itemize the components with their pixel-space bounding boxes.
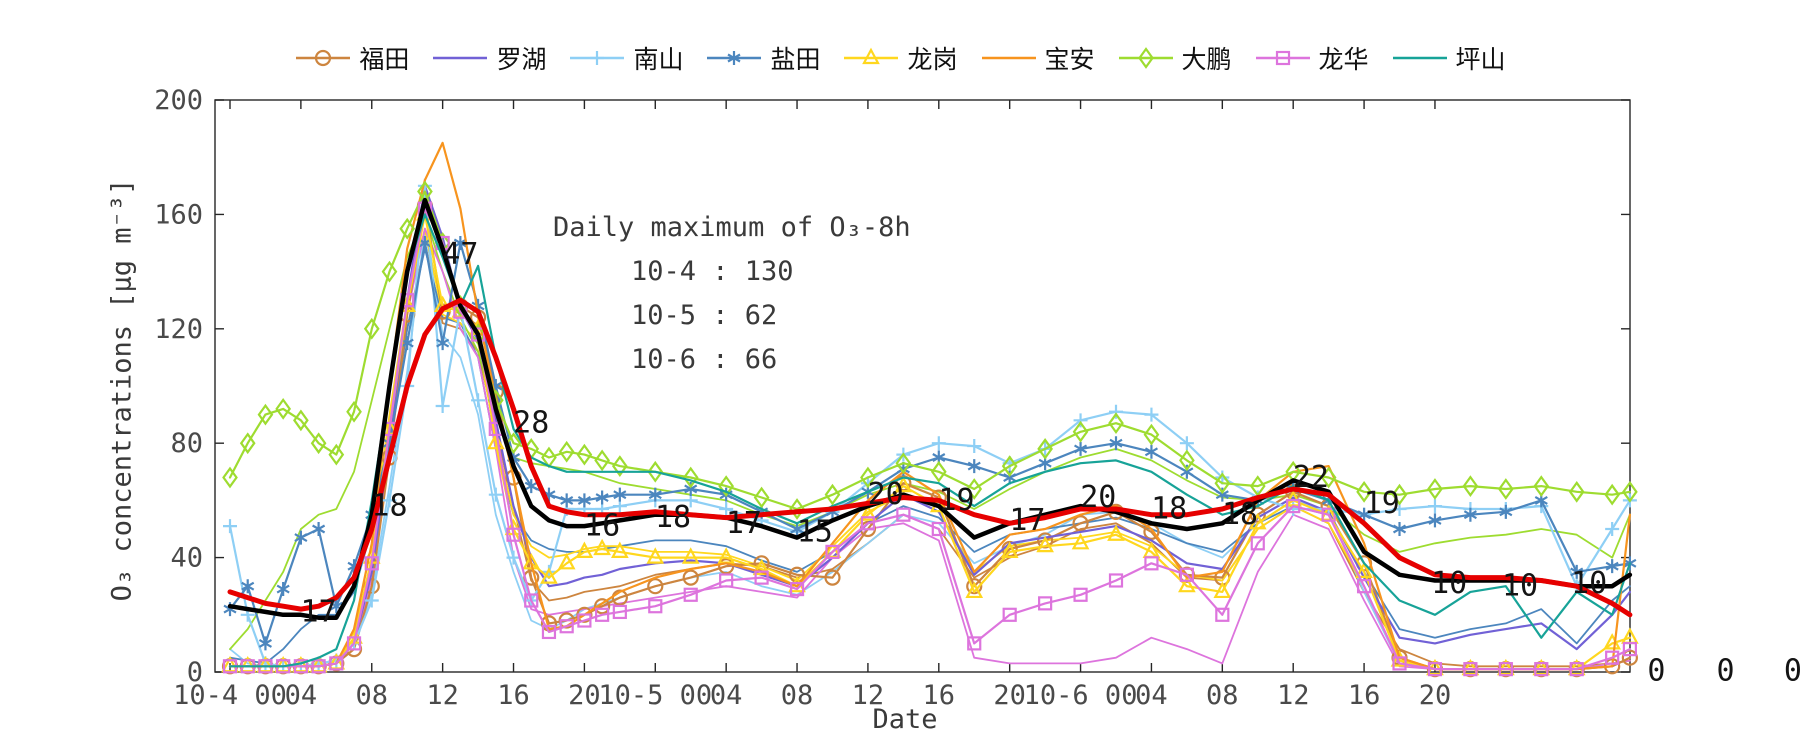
plot-frame <box>214 99 1631 673</box>
line-annotation-value: 47 <box>442 237 478 272</box>
y-tick-label: 80 <box>170 428 203 459</box>
series-line-nanshan <box>228 184 1631 668</box>
legend-swatch <box>296 49 351 67</box>
line-annotation-value: 18 <box>371 489 407 524</box>
line-annotation-value: 20 <box>1080 480 1116 515</box>
legend-swatch <box>1255 50 1310 66</box>
line-annotation-value: 15 <box>797 514 833 549</box>
series-line-dapeng <box>228 190 1631 511</box>
info-entry: 10-6 : 66 <box>631 344 778 375</box>
x-tick-label: 20 <box>1419 680 1452 711</box>
x-tick-label: 16 <box>497 680 530 711</box>
line-annotation-value: 20 <box>868 477 904 512</box>
legend-item-5: 宝安 <box>980 40 1095 76</box>
x-axis-title: Date <box>872 704 938 735</box>
line-annotation-value: 0 <box>1717 654 1735 689</box>
line-annotation-value: 10 <box>1502 569 1538 604</box>
x-tick-label: 04 <box>285 680 318 711</box>
legend-item-4: 龙岗 <box>842 40 958 76</box>
series-line-longhua <box>228 207 1631 671</box>
legend-swatch <box>844 47 899 65</box>
line-annotation-value: 18 <box>1151 491 1187 526</box>
legend-swatch <box>707 51 762 65</box>
x-tick-label: 08 <box>781 680 814 711</box>
legend-swatch <box>433 56 488 60</box>
legend-item-3: 盐田 <box>705 40 820 76</box>
info-entry: 10-4 : 130 <box>631 256 794 287</box>
legend-label: 福田 <box>359 46 410 74</box>
x-tick-label: 20 <box>568 680 601 711</box>
x-tick-label: 10-6 00 <box>1024 680 1138 711</box>
legend-label: 龙华 <box>1318 46 1369 74</box>
y-tick-label: 200 <box>154 85 203 116</box>
legend: 福田 罗湖 南山 盐田 龙岗 宝安 大鹏 龙华 坪山 <box>0 40 1800 76</box>
x-tick-label: 04 <box>1135 680 1168 711</box>
legend-item-8: 坪山 <box>1391 40 1506 76</box>
series-line-luohu <box>228 184 1631 668</box>
y-tick-label: 120 <box>154 314 203 345</box>
x-tick-label: 16 <box>1348 680 1381 711</box>
info-entry: 10-5 : 62 <box>631 300 778 331</box>
line-annotation-value: 16 <box>584 509 620 544</box>
legend-label: 坪山 <box>1455 46 1506 74</box>
series-line-thick-red-line <box>227 297 1633 618</box>
legend-swatch <box>570 51 625 65</box>
legend-item-0: 福田 <box>294 40 409 76</box>
legend-label: 盐田 <box>770 46 821 74</box>
info-title: Daily maximum of O₃-8h <box>553 212 911 243</box>
x-tick-label: 20 <box>993 680 1026 711</box>
legend-item-1: 罗湖 <box>431 40 546 76</box>
legend-label: 宝安 <box>1044 46 1095 74</box>
line-annotation-value: 17 <box>301 594 337 629</box>
series-line-longgang <box>228 213 1631 671</box>
x-tick-label: 10-4 00 <box>173 680 287 711</box>
line-annotation-value: 17 <box>726 506 762 541</box>
series-line-pingshan <box>228 213 1631 668</box>
x-tick-label: 12 <box>426 680 459 711</box>
x-tick-label: 12 <box>1277 680 1310 711</box>
x-tick-label: 10-5 00 <box>598 680 712 711</box>
x-tick-label: 16 <box>923 680 956 711</box>
legend-swatch <box>1392 56 1447 60</box>
legend-item-6: 大鹏 <box>1117 40 1232 76</box>
line-annotation-value: 0 <box>1784 654 1800 689</box>
series-line-dapeng-line2 <box>229 213 1631 650</box>
line-annotation-value: 10 <box>1431 566 1467 601</box>
y-axis-title: O₃ concentrations [μg m⁻³] <box>106 178 138 602</box>
line-annotation-value: 17 <box>1009 503 1045 538</box>
x-tick-label: 08 <box>356 680 389 711</box>
legend-item-7: 龙华 <box>1254 40 1369 76</box>
line-annotation-value: 19 <box>1364 486 1400 521</box>
line-annotation-value: 18 <box>655 500 691 535</box>
x-tick-label: 12 <box>852 680 885 711</box>
legend-item-2: 南山 <box>568 40 683 76</box>
series-line-thick-black-line <box>227 197 1633 620</box>
line-annotation-value: 19 <box>938 483 974 518</box>
legend-label: 罗湖 <box>496 46 547 74</box>
line-annotation-value: 18 <box>1222 497 1258 532</box>
y-tick-label: 40 <box>170 543 203 574</box>
y-tick-label: 160 <box>154 199 203 230</box>
y-tick-label: 0 <box>187 657 203 688</box>
x-tick-label: 08 <box>1206 680 1239 711</box>
legend-swatch <box>1118 47 1173 69</box>
line-annotation-value: 0 <box>1647 654 1665 689</box>
series-line-futian <box>228 204 1631 671</box>
x-tick-label: 04 <box>710 680 743 711</box>
legend-label: 龙岗 <box>907 46 958 74</box>
info-box: Daily maximum of O₃-8h 10-4 : 130 10-5 :… <box>553 206 911 382</box>
line-annotation-value: 10 <box>1571 566 1607 601</box>
legend-swatch <box>981 56 1036 60</box>
line-annotation-value: 28 <box>513 406 549 441</box>
legend-label: 南山 <box>633 46 684 74</box>
legend-label: 大鹏 <box>1181 46 1232 74</box>
line-annotation-value: 22 <box>1293 460 1329 495</box>
